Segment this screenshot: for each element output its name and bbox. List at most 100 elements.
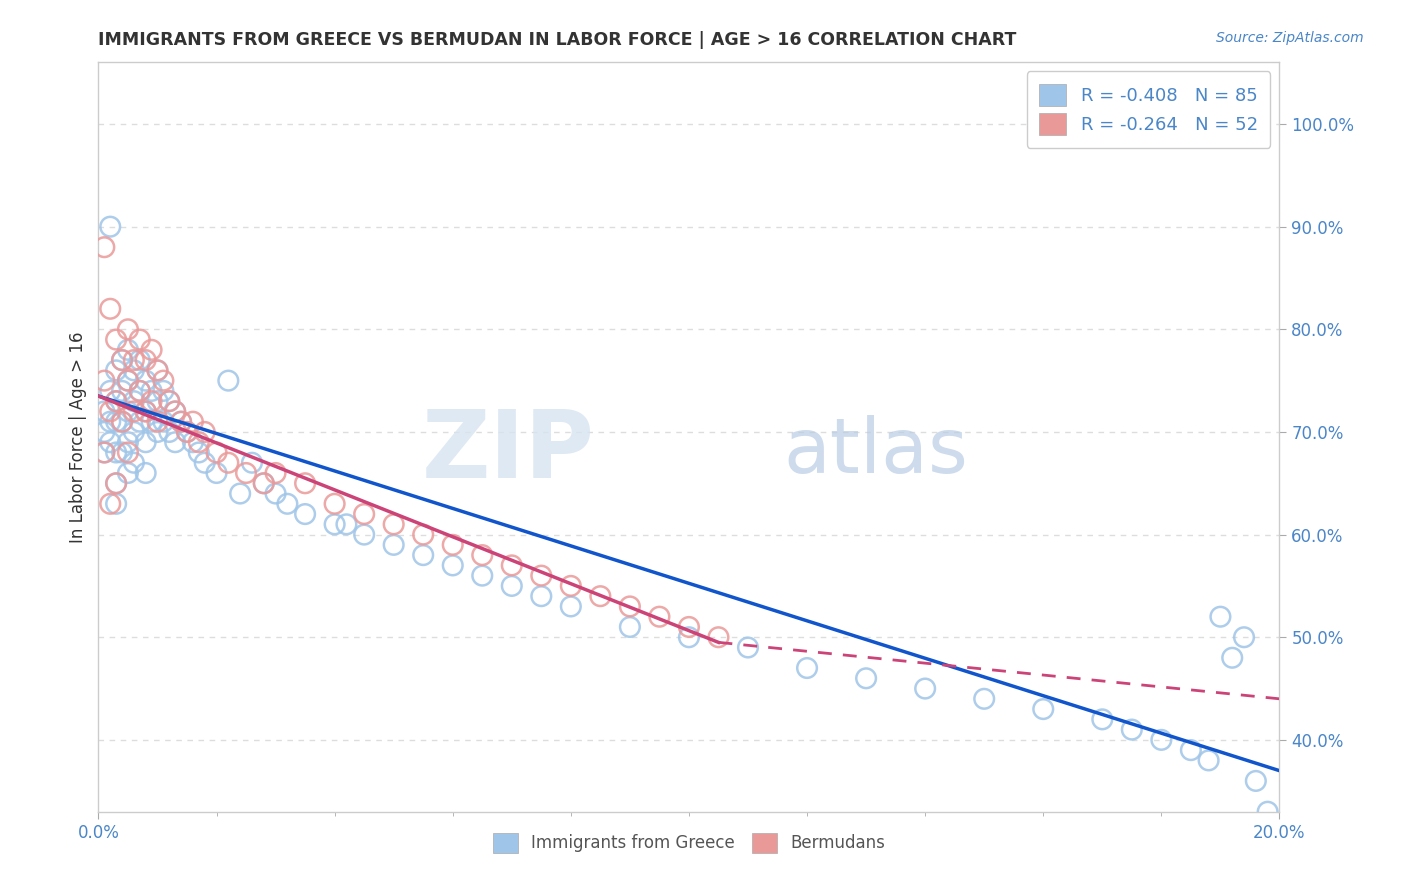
- Text: Source: ZipAtlas.com: Source: ZipAtlas.com: [1216, 31, 1364, 45]
- Point: [382, 517, 405, 532]
- Point: [105, 476, 128, 491]
- Text: ZIP: ZIP: [422, 406, 595, 498]
- Point: [165, 435, 187, 450]
- Point: [170, 415, 193, 429]
- Point: [98, 384, 121, 398]
- Point: [98, 435, 121, 450]
- Point: [157, 425, 180, 439]
- Point: [128, 353, 150, 368]
- Point: [441, 538, 464, 552]
- Point: [1209, 609, 1232, 624]
- Point: [1233, 630, 1256, 644]
- Point: [117, 374, 139, 388]
- Point: [240, 456, 263, 470]
- Point: [141, 384, 163, 398]
- Point: [135, 435, 157, 450]
- Point: [194, 456, 217, 470]
- Point: [98, 415, 121, 429]
- Point: [276, 497, 298, 511]
- Point: [117, 466, 139, 480]
- Point: [501, 558, 523, 573]
- Point: [294, 507, 316, 521]
- Point: [1198, 753, 1220, 767]
- Point: [128, 415, 150, 429]
- Point: [619, 620, 641, 634]
- Point: [176, 425, 198, 439]
- Point: [353, 507, 375, 521]
- Point: [128, 333, 150, 347]
- Point: [122, 456, 145, 470]
- Point: [170, 415, 193, 429]
- Point: [141, 415, 163, 429]
- Point: [122, 404, 145, 418]
- Point: [323, 517, 346, 532]
- Point: [382, 538, 405, 552]
- Point: [678, 620, 700, 634]
- Point: [217, 374, 239, 388]
- Point: [412, 527, 434, 541]
- Point: [253, 476, 276, 491]
- Point: [128, 384, 150, 398]
- Point: [187, 435, 209, 450]
- Point: [146, 363, 169, 377]
- Point: [157, 394, 180, 409]
- Y-axis label: In Labor Force | Age > 16: In Labor Force | Age > 16: [69, 331, 87, 543]
- Point: [678, 630, 700, 644]
- Point: [111, 415, 134, 429]
- Point: [141, 343, 163, 357]
- Point: [157, 394, 180, 409]
- Point: [146, 415, 169, 429]
- Point: [135, 353, 157, 368]
- Point: [135, 374, 157, 388]
- Point: [1150, 732, 1173, 747]
- Point: [589, 589, 612, 603]
- Point: [914, 681, 936, 696]
- Point: [117, 322, 139, 336]
- Point: [707, 630, 730, 644]
- Point: [152, 384, 174, 398]
- Legend: Immigrants from Greece, Bermudans: Immigrants from Greece, Bermudans: [486, 826, 891, 860]
- Point: [796, 661, 818, 675]
- Text: IMMIGRANTS FROM GREECE VS BERMUDAN IN LABOR FORCE | AGE > 16 CORRELATION CHART: IMMIGRANTS FROM GREECE VS BERMUDAN IN LA…: [98, 31, 1017, 49]
- Point: [152, 415, 174, 429]
- Text: atlas: atlas: [783, 415, 969, 489]
- Point: [471, 568, 494, 582]
- Point: [146, 425, 169, 439]
- Point: [1121, 723, 1143, 737]
- Point: [648, 609, 671, 624]
- Point: [111, 353, 134, 368]
- Point: [128, 384, 150, 398]
- Point: [98, 219, 121, 234]
- Point: [98, 497, 121, 511]
- Point: [117, 445, 139, 459]
- Point: [181, 435, 204, 450]
- Point: [111, 353, 134, 368]
- Point: [560, 599, 582, 614]
- Point: [105, 476, 128, 491]
- Point: [105, 415, 128, 429]
- Point: [181, 415, 204, 429]
- Point: [441, 558, 464, 573]
- Point: [117, 374, 139, 388]
- Point: [1091, 712, 1114, 726]
- Point: [135, 466, 157, 480]
- Point: [117, 404, 139, 418]
- Point: [1180, 743, 1202, 757]
- Point: [737, 640, 759, 655]
- Point: [152, 374, 174, 388]
- Point: [205, 466, 228, 480]
- Point: [264, 466, 287, 480]
- Point: [471, 548, 494, 562]
- Point: [1244, 773, 1267, 788]
- Point: [335, 517, 357, 532]
- Point: [105, 333, 128, 347]
- Point: [560, 579, 582, 593]
- Point: [253, 476, 276, 491]
- Point: [530, 568, 553, 582]
- Point: [122, 425, 145, 439]
- Point: [98, 404, 121, 418]
- Point: [264, 486, 287, 500]
- Point: [98, 301, 121, 316]
- Point: [165, 404, 187, 418]
- Point: [530, 589, 553, 603]
